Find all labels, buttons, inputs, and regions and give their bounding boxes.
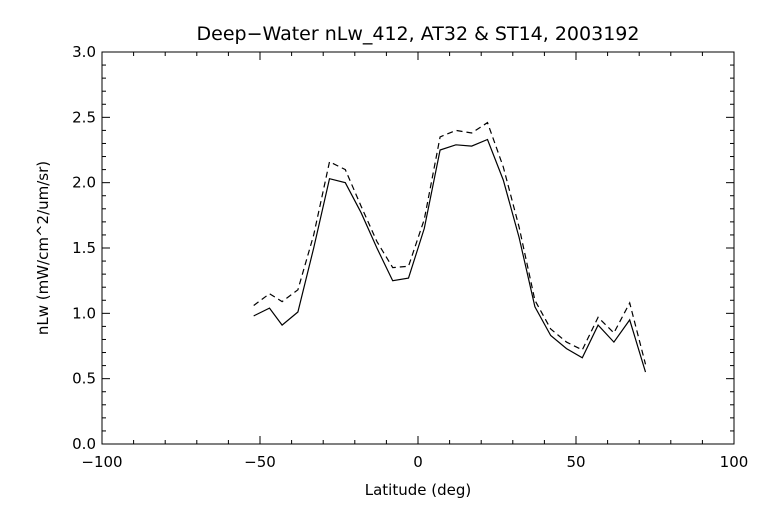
x-tick-label: 0 (413, 453, 423, 471)
x-tick-label: −50 (244, 453, 276, 471)
y-axis-tick-labels: 0.0 0.5 1.0 1.5 2.0 2.5 3.0 (72, 43, 96, 453)
y-tick-label: 2.0 (72, 174, 96, 192)
y-tick-label: 0.5 (72, 370, 96, 388)
y-tick-label: 1.0 (72, 304, 96, 322)
x-axis-tick-labels: −100 −50 0 50 100 (81, 453, 748, 471)
series-line-solid (253, 138, 647, 373)
y-tick-label: 3.0 (72, 43, 96, 61)
chart-title: Deep−Water nLw_412, AT32 & ST14, 2003192 (197, 23, 640, 45)
y-axis-ticks (102, 51, 734, 445)
y-tick-label: 2.5 (72, 108, 96, 126)
y-tick-label: 1.5 (72, 239, 96, 257)
x-axis-label: Latitude (deg) (365, 481, 471, 499)
x-tick-label: 100 (720, 453, 749, 471)
series-layer (253, 121, 647, 373)
y-tick-label: 0.0 (72, 435, 96, 453)
series-line-dashed (253, 121, 647, 365)
x-tick-label: 50 (566, 453, 585, 471)
x-tick-label: −100 (81, 453, 122, 471)
x-axis-ticks (101, 52, 735, 444)
y-axis-label: nLw (mW/cm^2/um/sr) (34, 161, 52, 335)
